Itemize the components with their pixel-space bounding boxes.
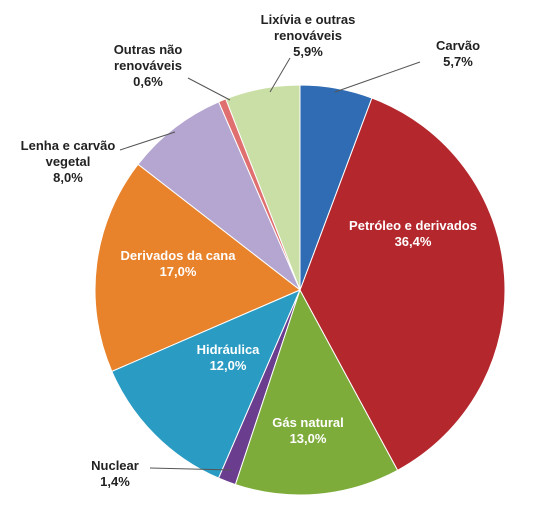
category-name: Carvão bbox=[435, 38, 481, 53]
value-label: 17,0% bbox=[159, 264, 197, 279]
slice-label: Derivados da cana 17,0% bbox=[103, 248, 253, 280]
pie-slice bbox=[137, 101, 301, 291]
leader-line bbox=[149, 467, 233, 471]
value-label: 1,4% bbox=[100, 474, 130, 489]
value-label: 0,6% bbox=[133, 74, 163, 89]
leader-line bbox=[119, 131, 176, 151]
category-name: Hidráulica bbox=[196, 342, 260, 357]
leader-line bbox=[187, 77, 231, 101]
leader-line bbox=[334, 61, 421, 93]
category-name: Petróleo e derivados bbox=[349, 218, 477, 233]
value-label: 8,0% bbox=[53, 170, 83, 185]
category-name: Derivados da cana bbox=[120, 248, 236, 263]
leader-line bbox=[269, 57, 291, 93]
pie-slice bbox=[234, 288, 399, 496]
value-label: 36,4% bbox=[394, 234, 432, 249]
pie-slice bbox=[299, 97, 506, 471]
slice-label: Lenha e carvão vegetal 8,0% bbox=[8, 138, 128, 186]
slice-label: Outras não renováveis 0,6% bbox=[98, 42, 198, 90]
category-name: Nuclear bbox=[91, 458, 139, 473]
leader-lines bbox=[119, 57, 421, 471]
pie-slice bbox=[111, 289, 301, 479]
category-name: Lenha e carvão vegetal bbox=[20, 138, 116, 169]
slice-label: Gás natural 13,0% bbox=[248, 415, 368, 447]
pie-slice bbox=[94, 163, 301, 373]
slice-label: Petróleo e derivados 36,4% bbox=[313, 218, 513, 250]
value-label: 5,9% bbox=[293, 44, 323, 59]
category-name: Lixívia e outras renováveis bbox=[260, 12, 356, 43]
category-name: Outras não renováveis bbox=[113, 42, 183, 73]
slice-label: Carvão 5,7% bbox=[423, 38, 493, 70]
slice-label: Lixívia e outras renováveis 5,9% bbox=[238, 12, 378, 60]
slice-label: Nuclear 1,4% bbox=[80, 458, 150, 490]
value-label: 12,0% bbox=[209, 358, 247, 373]
slice-label: Hidráulica 12,0% bbox=[178, 342, 278, 374]
category-name: Gás natural bbox=[272, 415, 344, 430]
value-label: 13,0% bbox=[289, 431, 327, 446]
pie-slice bbox=[299, 84, 373, 291]
value-label: 5,7% bbox=[443, 54, 473, 69]
